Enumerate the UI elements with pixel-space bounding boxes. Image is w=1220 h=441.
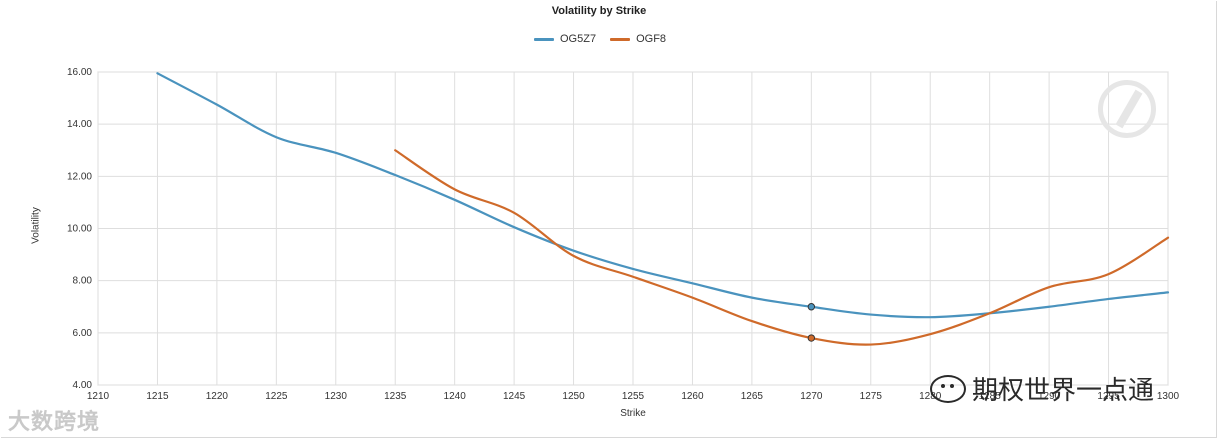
x-tick-label: 1280 — [919, 391, 942, 402]
x-tick-label: 1220 — [206, 391, 229, 402]
x-tick-label: 1285 — [979, 391, 1002, 402]
series-line-ogf8 — [394, 149, 1170, 346]
legend-label: OG5Z7 — [560, 33, 597, 45]
watermark-bottom-right: 期权世界一点通 — [930, 370, 1154, 407]
watermark-text: 期权世界一点通 — [972, 375, 1155, 405]
y-tick-label: 14.00 — [67, 119, 92, 130]
x-tick-label: 1235 — [384, 391, 407, 402]
y-tick-label: 8.00 — [73, 276, 93, 287]
data-point-marker — [807, 334, 816, 342]
x-tick-label: 1215 — [146, 391, 169, 402]
x-tick-label: 1295 — [1097, 391, 1120, 402]
x-tick-label: 1210 — [87, 391, 110, 402]
x-axis-label: Strike — [620, 408, 646, 419]
legend-swatch — [610, 37, 631, 41]
data-point-marker — [807, 303, 816, 311]
legend-item-og5z7[interactable]: OG5Z7 — [534, 33, 596, 45]
x-tick-label: 1245 — [503, 391, 526, 402]
x-tick-label: 1255 — [622, 391, 645, 402]
chart-title: Volatility by Strike — [551, 5, 647, 17]
y-axis-label: Volatility — [30, 207, 42, 244]
x-tick-label: 1225 — [265, 391, 288, 402]
x-tick-label: 1265 — [741, 391, 764, 402]
x-tick-label: 1270 — [800, 391, 823, 402]
y-tick-label: 6.00 — [73, 328, 93, 339]
x-tick-label: 1260 — [681, 391, 704, 402]
x-tick-label: 1290 — [1038, 391, 1061, 402]
legend-swatch — [534, 37, 554, 41]
x-tick-label: 1230 — [325, 391, 348, 402]
legend-item-ogf8[interactable]: OGF8 — [610, 33, 666, 45]
x-tick-label: 1275 — [860, 391, 883, 402]
x-tick-label: 1240 — [444, 391, 467, 402]
watermark-bottom-left: 大数跨境 — [8, 409, 101, 434]
x-tick-label: 1250 — [562, 391, 585, 402]
wechat-icon — [930, 374, 966, 403]
y-tick-label: 4.00 — [73, 380, 93, 391]
legend: OG5Z7 OGF8 — [534, 33, 680, 45]
y-tick-label: 12.00 — [67, 171, 92, 182]
legend-label: OGF8 — [636, 33, 667, 45]
x-tick-label: 1300 — [1157, 391, 1180, 402]
watermark-logo-icon — [1098, 80, 1156, 138]
y-tick-label: 16.00 — [67, 67, 92, 78]
y-tick-label: 10.00 — [67, 224, 92, 235]
